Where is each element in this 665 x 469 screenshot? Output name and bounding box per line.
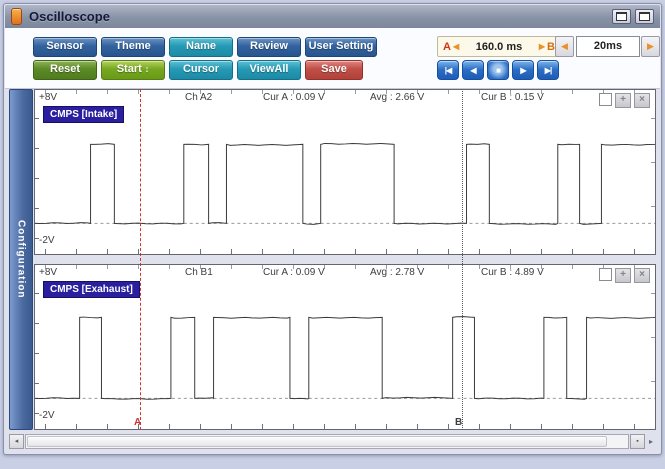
close-icon[interactable]: ×	[634, 93, 650, 108]
cursor-a-label: A	[443, 40, 451, 53]
sensor-badge: CMPS [Intake]	[43, 106, 125, 123]
window-minimize-icon[interactable]	[635, 9, 654, 24]
average-readout: Avg : 2.78 V	[370, 267, 425, 278]
scroll-right-icon[interactable]: ▸	[648, 436, 653, 446]
name-button[interactable]: Name	[169, 37, 233, 57]
cursor-a-readout: Cur A : 0.09 V	[263, 267, 325, 278]
skip-start-button[interactable]: |◀	[437, 60, 459, 80]
horizontal-scrollbar: ◂ ▪ ▸	[9, 433, 656, 449]
cursor-b-label: B	[547, 40, 555, 53]
stop-button[interactable]: ■	[487, 60, 509, 80]
scale-top-label: +8V	[39, 92, 58, 103]
channel-name: Ch B1	[185, 267, 213, 278]
cursor-b-line[interactable]	[462, 89, 463, 430]
cursor-delta-value: 160.0 ms	[475, 40, 523, 53]
left-tick-ruler	[35, 293, 39, 421]
right-tick-ruler	[651, 118, 655, 246]
zoom-plus-icon[interactable]: +	[615, 93, 631, 108]
timebase-decrease-button[interactable]: ◀	[555, 36, 574, 57]
transport-controls: |◀ ◀ ■ ▶ ▶|	[437, 60, 559, 80]
skip-start-icon: |◀	[444, 65, 452, 75]
channel-panel-b[interactable]: +8V Ch B1 Cur A : 0.09 V Avg : 2.78 V Cu…	[34, 264, 656, 430]
oscilloscope-window: Oscilloscope Sensor Theme Name Review Us…	[3, 3, 662, 455]
bottom-tick-ruler	[45, 249, 655, 254]
square-wave-path	[35, 316, 655, 400]
scrollbar-track[interactable]	[25, 433, 629, 449]
cursor-a-readout: Cur A : 0.09 V	[263, 92, 325, 103]
channel-panels: +8V Ch A2 Cur A : 0.09 V Avg : 2.66 V Cu…	[34, 89, 656, 430]
save-button[interactable]: Save	[305, 60, 363, 80]
window-title: Oscilloscope	[29, 9, 110, 24]
zoom-plus-icon[interactable]: +	[615, 268, 631, 283]
toolbar: Sensor Theme Name Review User Setting Re…	[5, 28, 660, 89]
scale-top-label: +8V	[39, 267, 58, 278]
panel-controls: + ×	[599, 268, 650, 283]
left-arrow-icon: ◀	[561, 41, 568, 51]
channel-panel-a[interactable]: +8V Ch A2 Cur A : 0.09 V Avg : 2.66 V Cu…	[34, 89, 656, 255]
right-tick-ruler	[651, 293, 655, 421]
cursor-b-arrow-icon: ▶	[538, 42, 546, 51]
cursor-measure-box[interactable]: A ◀ 160.0 ms ▶ B	[437, 36, 561, 57]
configuration-sidebar-tab[interactable]: Configuration	[9, 89, 33, 430]
sensor-button[interactable]: Sensor	[33, 37, 97, 57]
cursor-button[interactable]: Cursor	[169, 60, 233, 80]
panel-controls: + ×	[599, 93, 650, 108]
sensor-badge: CMPS [Exahaust]	[43, 281, 140, 298]
waveform-trace-a	[35, 142, 655, 225]
square-wave-path	[35, 142, 655, 225]
skip-end-button[interactable]: ▶|	[537, 60, 559, 80]
channel-checkbox[interactable]	[599, 268, 612, 281]
timebase-value[interactable]: 20ms	[576, 36, 640, 57]
step-back-icon: ◀	[470, 65, 476, 75]
viewall-button[interactable]: ViewAll	[237, 60, 301, 80]
right-arrow-icon: ▶	[647, 41, 654, 51]
cursor-a-line[interactable]	[140, 89, 141, 430]
spinner-arrows-icon: ↕	[144, 64, 150, 74]
average-readout: Avg : 2.66 V	[370, 92, 425, 103]
scrollbar-thumb[interactable]	[27, 435, 607, 447]
play-button[interactable]: ▶	[512, 60, 534, 80]
cursor-b-readout: Cur B : 0.15 V	[481, 92, 544, 103]
start-button-label: Start	[116, 63, 142, 75]
oscilloscope-device-icon	[11, 8, 22, 25]
review-button[interactable]: Review	[237, 37, 301, 57]
channel-name: Ch A2	[185, 92, 213, 103]
cursor-a-arrow-icon: ◀	[452, 42, 460, 51]
start-button[interactable]: Start ↕	[101, 60, 165, 80]
cursor-b-marker[interactable]: B	[455, 417, 463, 428]
scale-bottom-label: -2V	[39, 235, 55, 246]
user-setting-button[interactable]: User Setting	[305, 37, 377, 57]
theme-button[interactable]: Theme	[101, 37, 165, 57]
window-panel-icon[interactable]	[612, 9, 631, 24]
play-icon: ▶	[520, 65, 526, 75]
top-tick-ruler	[45, 90, 655, 94]
scope-area: Configuration +8V Ch A2 Cur A : 0.09 V A…	[9, 89, 656, 430]
scroll-left-icon[interactable]: ◂	[9, 433, 24, 449]
left-tick-ruler	[35, 118, 39, 246]
skip-end-icon: ▶|	[544, 65, 552, 75]
timebase-increase-button[interactable]: ▶	[641, 36, 660, 57]
bottom-tick-ruler	[45, 424, 655, 429]
title-bar: Oscilloscope	[5, 5, 660, 28]
scale-bottom-label: -2V	[39, 410, 55, 421]
top-tick-ruler	[45, 265, 655, 269]
titlebar-buttons	[612, 9, 654, 24]
scroll-box-icon[interactable]: ▪	[630, 433, 645, 449]
cursor-b-readout: Cur B : 4.89 V	[481, 267, 544, 278]
close-icon[interactable]: ×	[634, 268, 650, 283]
step-back-button[interactable]: ◀	[462, 60, 484, 80]
channel-checkbox[interactable]	[599, 93, 612, 106]
cursor-a-marker[interactable]: A	[134, 417, 142, 428]
reset-button[interactable]: Reset	[33, 60, 97, 80]
waveform-trace-b	[35, 316, 655, 400]
stop-icon: ■	[496, 65, 501, 75]
